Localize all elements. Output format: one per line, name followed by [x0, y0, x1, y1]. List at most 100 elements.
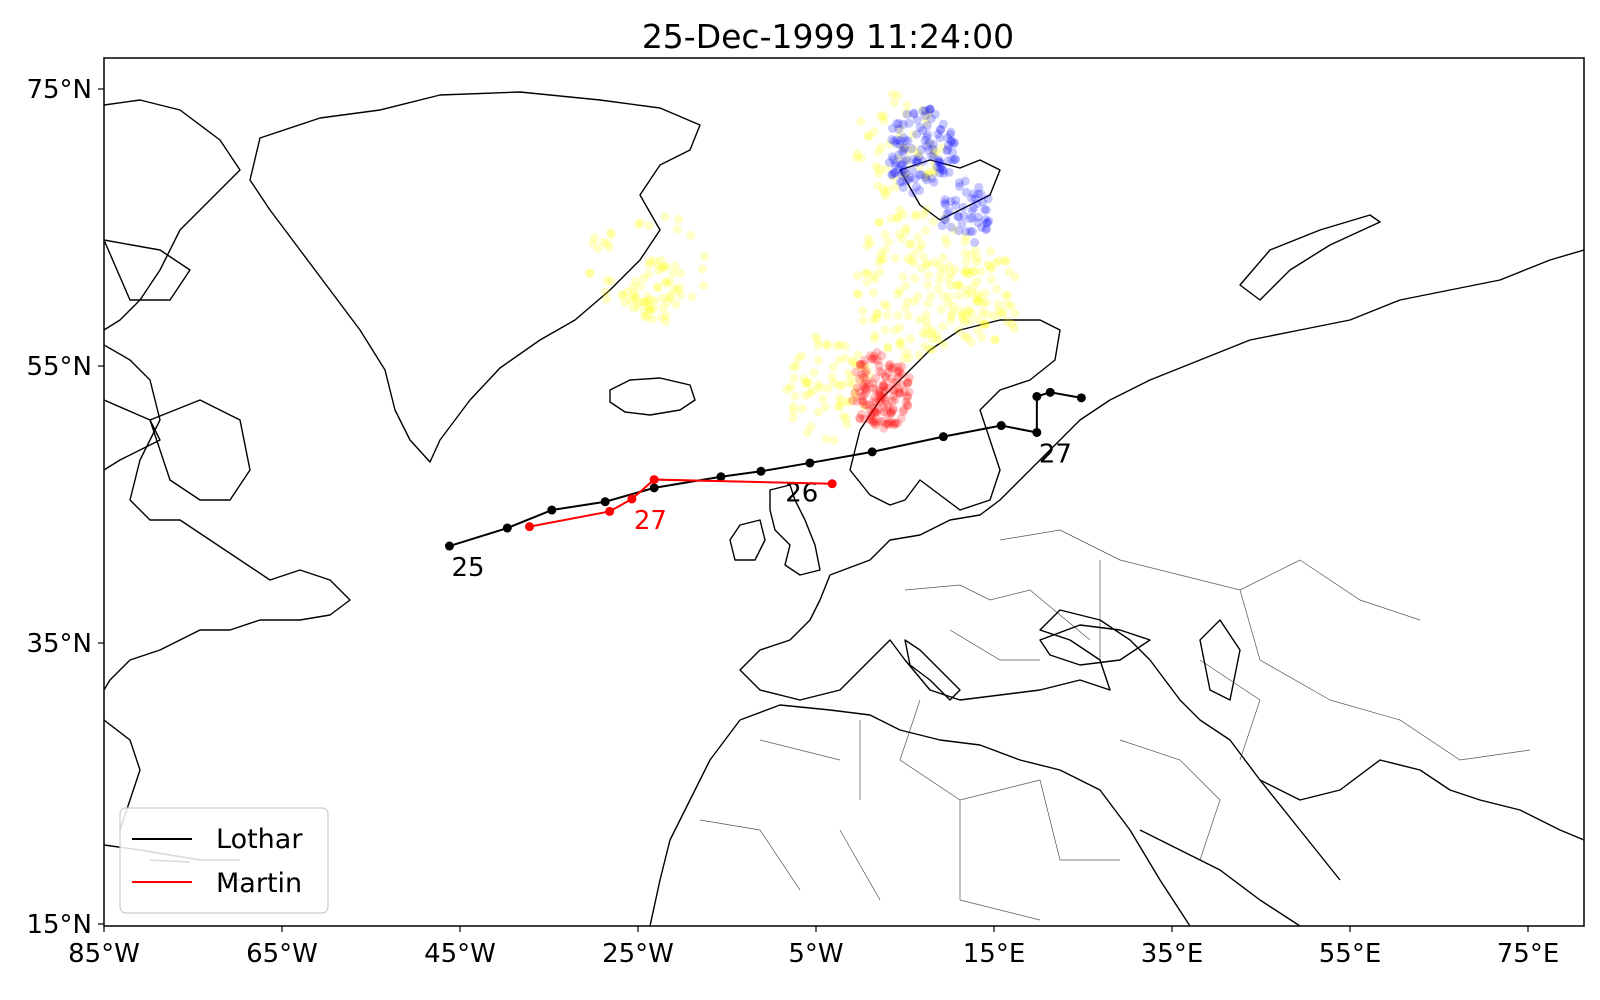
particle-point	[925, 139, 935, 149]
particle-point	[912, 115, 922, 125]
particle-point	[985, 262, 995, 272]
track-point	[502, 523, 512, 533]
particle-point	[918, 210, 928, 220]
particle-point	[901, 108, 911, 118]
particle-point	[875, 391, 885, 401]
particle-point	[848, 372, 858, 382]
particle-point	[853, 350, 863, 360]
particle-point	[895, 131, 905, 141]
particle-point	[938, 252, 948, 262]
particle-point	[1002, 317, 1012, 327]
x-tick-label: 35°E	[1141, 939, 1204, 969]
particle-point	[914, 350, 924, 360]
particle-point	[928, 216, 938, 226]
track-point	[600, 497, 610, 507]
particle-point	[657, 262, 667, 272]
particle-point	[910, 273, 920, 283]
legend-label-lothar: Lothar	[216, 824, 303, 855]
particle-point	[981, 225, 991, 235]
particle-point	[834, 381, 844, 391]
particle-point	[888, 405, 898, 415]
particle-point	[903, 254, 913, 264]
track-point	[1076, 393, 1086, 403]
particle-point	[869, 351, 879, 361]
particle-point	[930, 168, 940, 178]
particle-point	[880, 381, 890, 391]
particle-point	[698, 264, 708, 274]
particle-point	[962, 289, 972, 299]
particle-point	[935, 276, 945, 286]
particle-point	[870, 330, 880, 340]
particle-point	[891, 182, 901, 192]
particle-point	[899, 156, 909, 166]
particle-point	[950, 225, 960, 235]
particle-point	[883, 367, 893, 377]
particle-point	[700, 252, 710, 262]
ireland-coast	[729, 519, 766, 561]
particle-point	[922, 121, 932, 131]
particle-point	[878, 381, 888, 391]
particle-point	[899, 145, 909, 155]
particle-point	[872, 313, 882, 323]
particle-point	[865, 414, 875, 424]
particle-point	[867, 354, 877, 364]
particle-point	[884, 417, 894, 427]
track-point	[649, 483, 659, 493]
particle-point	[897, 369, 907, 379]
particle-point	[961, 187, 971, 197]
particle-point	[997, 307, 1007, 317]
x-tick-label: 75°E	[1497, 939, 1560, 969]
particle-point	[916, 170, 926, 180]
particle-point	[868, 383, 878, 393]
particle-point	[972, 289, 982, 299]
track-point	[1045, 387, 1055, 397]
particle-point	[930, 158, 940, 168]
particle-point	[986, 264, 996, 274]
particle-clouds	[585, 89, 1020, 445]
particle-point	[883, 343, 893, 353]
particle-point	[669, 284, 679, 294]
particle-point	[902, 296, 912, 306]
particle-point	[896, 160, 906, 170]
particle-point	[982, 309, 992, 319]
particle-point	[967, 227, 977, 237]
track-point	[827, 479, 837, 489]
particle-point	[868, 315, 878, 325]
particle-point	[908, 154, 918, 164]
particle-point	[852, 396, 862, 406]
particle-point	[940, 233, 950, 243]
particle-point	[960, 267, 970, 277]
particle-point	[948, 147, 958, 157]
particle-point	[895, 140, 905, 150]
particle-point	[863, 130, 873, 140]
particle-point	[855, 414, 865, 424]
particle-point	[980, 288, 990, 298]
particle-point	[888, 123, 898, 133]
particle-point	[897, 234, 907, 244]
particle-point	[588, 238, 598, 248]
particle-point	[962, 285, 972, 295]
particle-point	[925, 105, 935, 115]
particle-point	[877, 368, 887, 378]
particle-point	[876, 111, 886, 121]
particle-point	[920, 342, 930, 352]
particle-point	[921, 205, 931, 215]
particle-point	[974, 182, 984, 192]
particle-point	[973, 325, 983, 335]
particle-point	[928, 149, 938, 159]
particle-point	[889, 384, 899, 394]
particle-point	[896, 169, 906, 179]
particle-point	[964, 269, 974, 279]
particle-point	[903, 377, 913, 387]
particle-point	[931, 148, 941, 158]
particle-point	[645, 305, 655, 315]
particle-point	[951, 200, 961, 210]
particle-point	[893, 310, 903, 320]
particle-point	[874, 390, 884, 400]
particle-point	[892, 119, 902, 129]
particle-point	[616, 290, 626, 300]
particle-point	[904, 311, 914, 321]
particle-point	[900, 387, 910, 397]
particle-point	[895, 123, 905, 133]
particle-point	[958, 202, 968, 212]
